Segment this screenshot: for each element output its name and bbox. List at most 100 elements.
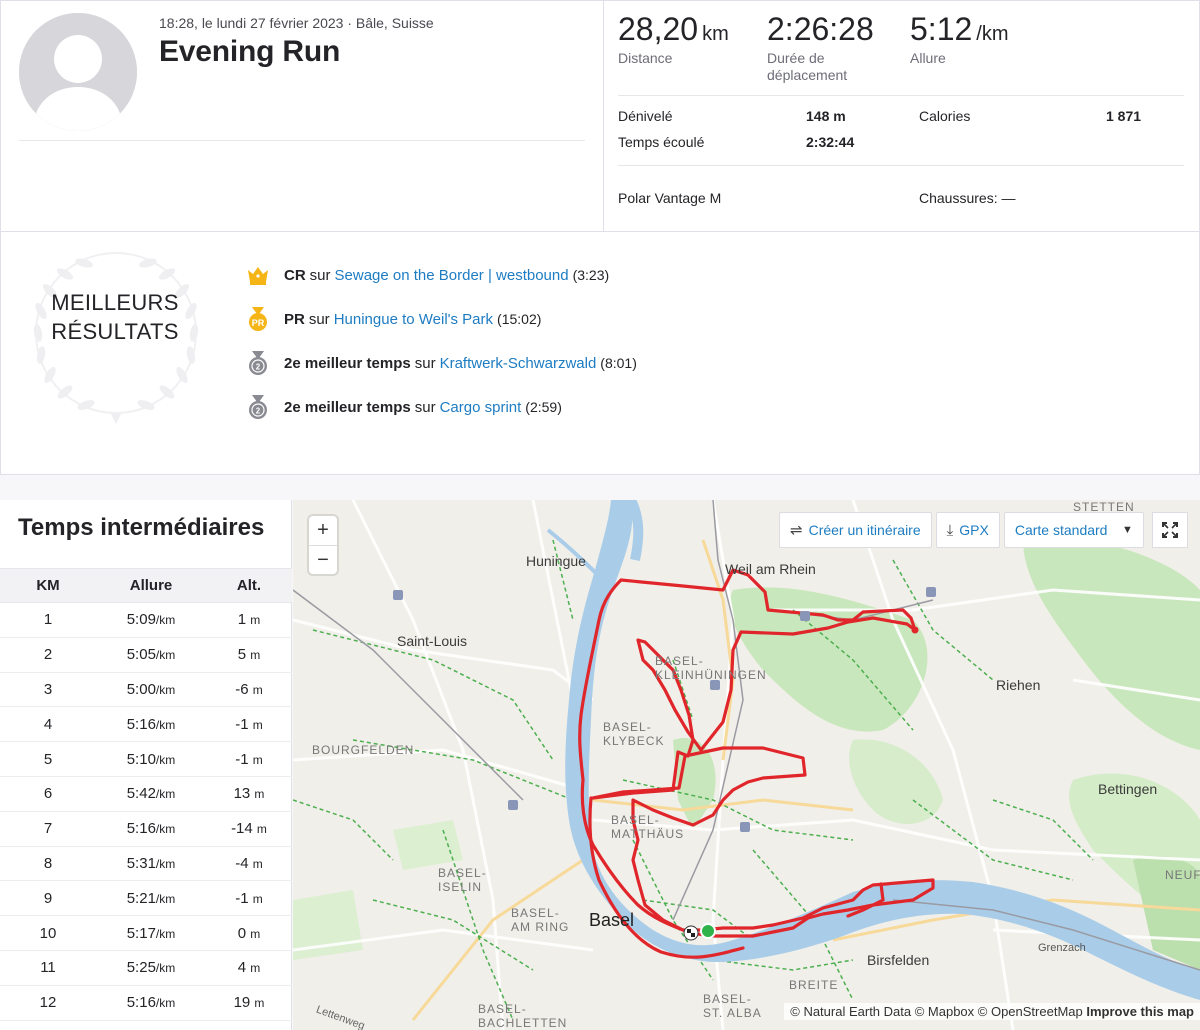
district-label: BASEL- AM RING [511, 906, 569, 934]
calories-value: 1 871 [1106, 108, 1142, 124]
route-map[interactable]: Huningue Weil am Rhein Saint-Louis Riehe… [293, 500, 1200, 1030]
achievement-time: (15:02) [497, 311, 542, 327]
table-row: 10 5:17/km 0 m [0, 915, 292, 951]
stat-pace: 5:12/km Allure [910, 11, 1009, 67]
splits-title: Temps intermédiaires [18, 514, 265, 541]
achievement-row: 2 2e meilleur temps sur Cargo sprint (2:59) [245, 394, 562, 420]
splits-panel: Temps intermédiaires KM Allure Alt. 1 5:0… [0, 500, 292, 1030]
split-pace-unit: /km [155, 996, 176, 1011]
split-pace: 5:42/km [96, 776, 206, 812]
split-pace-unit: /km [155, 682, 176, 697]
table-row: 6 5:42/km 13 m [0, 776, 292, 812]
district-label: BREITE [789, 978, 839, 992]
achievement-row: CR sur Sewage on the Border | westbound (3:… [245, 262, 609, 288]
split-alt-value: 4 [237, 959, 247, 977]
split-alt: -1 m [206, 741, 292, 777]
split-pace-value: 5:05 [126, 646, 156, 664]
table-row: 2 5:05/km 5 m [0, 637, 292, 673]
activity-title: Evening Run [159, 35, 341, 68]
split-pace-unit: /km [155, 613, 176, 628]
split-pace-value: 5:16 [126, 715, 156, 733]
split-alt-value: 1 [237, 611, 247, 629]
improve-map-link[interactable]: Improve this map [1086, 1004, 1194, 1019]
attribution-text: © Natural Earth Data © Mapbox © OpenStre… [790, 1004, 1083, 1019]
pace-unit: /km [976, 23, 1009, 45]
district-label-line: BASEL- [478, 1002, 527, 1016]
achievement-badge: PR [284, 310, 305, 328]
split-km: 1 [0, 602, 96, 638]
split-km: 3 [0, 672, 96, 708]
table-row: 5 5:10/km -1 m [0, 741, 292, 777]
divider [618, 165, 1184, 166]
split-alt: -4 m [206, 846, 292, 882]
split-km: 7 [0, 811, 96, 847]
split-km: 6 [0, 776, 96, 812]
col-header-km: KM [0, 568, 96, 603]
split-alt-value: -1 [235, 715, 249, 733]
split-km: 8 [0, 846, 96, 882]
map-style-value: Carte standard [1014, 522, 1108, 538]
best-efforts-card: MEILLEURS RÉSULTATS CR sur Sewage on the B… [0, 232, 1200, 475]
split-km: 10 [0, 915, 96, 951]
segment-link[interactable]: Huningue to Weil's Park [333, 310, 494, 328]
fullscreen-button[interactable] [1152, 512, 1188, 548]
district-label-line: MATTHÄUS [611, 827, 685, 841]
split-pace-value: 5:17 [126, 924, 156, 942]
achievement-connector: sur [308, 310, 330, 328]
user-silhouette-icon [19, 13, 137, 131]
avatar[interactable] [19, 13, 137, 131]
pace-value: 5:12 [910, 11, 973, 47]
zoom-out-button[interactable]: − [309, 545, 337, 574]
district-label-line: BASEL- [611, 813, 660, 827]
table-row: 9 5:21/km -1 m [0, 880, 292, 917]
split-alt-unit: m [252, 891, 263, 906]
map-style-select[interactable]: Carte standard ▼ [1003, 512, 1144, 548]
split-pace: 5:16/km [96, 706, 206, 743]
table-row: 7 5:16/km -14 m [0, 811, 292, 847]
split-pace: 5:25/km [96, 950, 206, 986]
achievement-row: 2 2e meilleur temps sur Kraftwerk-Schwarzw… [245, 350, 637, 376]
split-km: 5 [0, 741, 96, 777]
create-route-button[interactable]: ⇌ Créer un itinéraire [779, 512, 932, 548]
split-alt: 5 m [206, 637, 292, 673]
elevation-value: 148 m [806, 108, 846, 124]
split-pace-value: 5:31 [126, 854, 156, 872]
table-row: 8 5:31/km -4 m [0, 846, 292, 882]
gpx-label: GPX [959, 522, 989, 538]
district-label: STETTEN [1073, 500, 1135, 514]
moving-time-label: Durée de [767, 50, 825, 66]
split-pace: 5:17/km [96, 915, 206, 951]
split-km: 9 [0, 880, 96, 917]
split-pace-value: 5:16 [126, 820, 156, 838]
download-icon: ⤓ [946, 521, 954, 539]
district-label: BASEL- KLEINHÜNINGEN [655, 654, 767, 682]
split-pace-value: 5:10 [126, 750, 156, 768]
map-canvas [293, 500, 1200, 1030]
laurel-wreath-icon [33, 252, 200, 424]
canal [546, 528, 615, 592]
district-label: BASEL- ISELIN [438, 866, 487, 894]
best-efforts-heading-1: MEILLEURS [51, 290, 179, 315]
col-header-pace: Allure [96, 568, 206, 603]
achievement-connector: sur [414, 398, 436, 416]
split-alt: 0 m [206, 915, 292, 951]
district-label: BOURGFELDEN [312, 743, 415, 757]
split-alt-value: -14 [231, 820, 253, 838]
zoom-in-button[interactable]: + [317, 519, 329, 541]
segment-link[interactable]: Sewage on the Border | westbound [334, 266, 569, 284]
split-alt: -6 m [206, 672, 292, 708]
split-alt-unit: m [256, 822, 267, 837]
best-efforts-heading-2: RÉSULTATS [51, 319, 179, 344]
district-label-line: ISELIN [438, 880, 483, 894]
split-alt-value: 5 [237, 646, 247, 664]
svg-text:PR: PR [252, 318, 265, 328]
segment-link[interactable]: Cargo sprint [439, 398, 522, 416]
segment-link[interactable]: Kraftwerk-Schwarzwald [439, 354, 597, 372]
split-alt: 4 m [206, 950, 292, 986]
district-label-line: AM RING [511, 920, 570, 934]
split-alt-unit: m [250, 648, 261, 663]
distance-unit: km [702, 23, 729, 45]
gpx-export-button[interactable]: ⤓ GPX [935, 512, 1000, 548]
achievement-badge: CR [284, 266, 306, 284]
svg-text:2: 2 [256, 363, 261, 372]
